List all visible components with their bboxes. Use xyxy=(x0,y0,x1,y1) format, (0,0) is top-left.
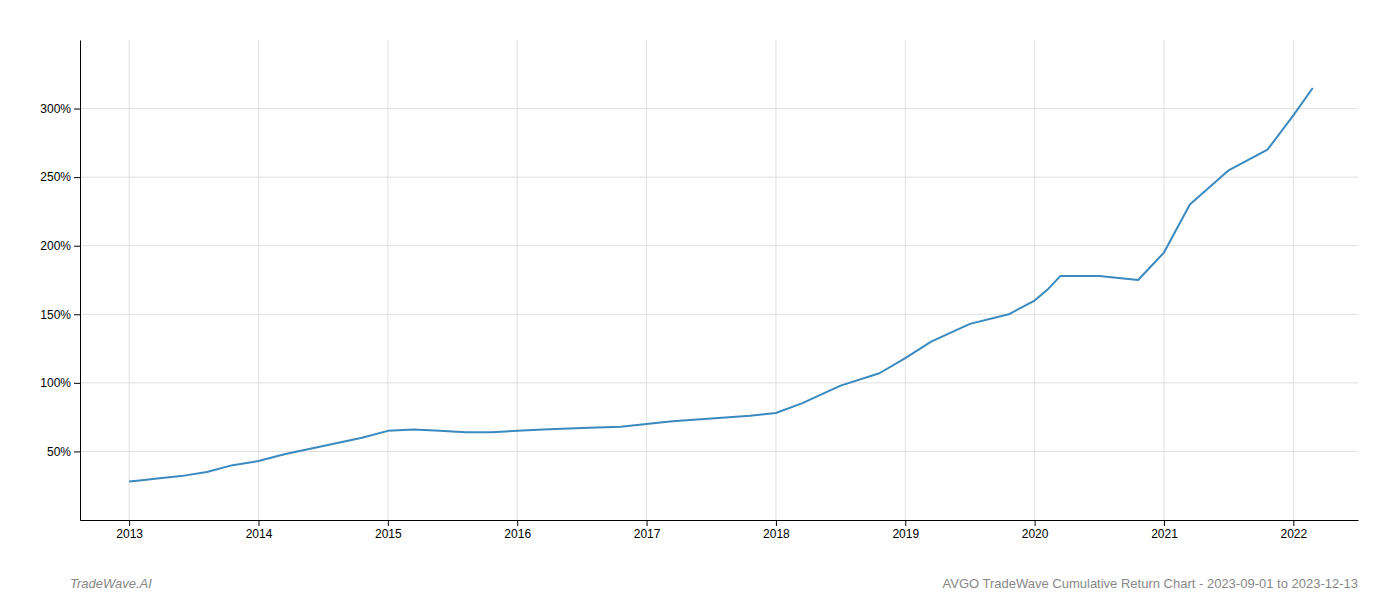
grid-line xyxy=(517,40,518,520)
footer-text: AVGO TradeWave Cumulative Return Chart -… xyxy=(943,576,1359,591)
y-tick-mark xyxy=(74,451,80,452)
y-tick-label: 100% xyxy=(40,376,71,390)
y-axis: 50% 100% 150% 200% 250% 300% xyxy=(40,41,80,521)
x-tick-label: 2016 xyxy=(504,527,531,541)
x-tick-mark xyxy=(129,520,130,526)
y-tick: 250% xyxy=(40,170,80,184)
x-tick: 2016 xyxy=(504,520,531,541)
grid-line xyxy=(80,245,1358,246)
x-tick-mark xyxy=(1293,520,1294,526)
x-tick: 2018 xyxy=(763,520,790,541)
grid-line xyxy=(80,382,1358,383)
grid-line xyxy=(80,451,1358,452)
x-tick: 2013 xyxy=(116,520,143,541)
x-tick-mark xyxy=(1035,520,1036,526)
y-tick: 200% xyxy=(40,239,80,253)
line xyxy=(129,88,1313,482)
grid-line xyxy=(1034,40,1035,520)
grid xyxy=(80,40,1358,520)
grid-line xyxy=(387,40,388,520)
chart: 2013 2014 2015 2016 2017 2018 2019 2020 2021 2022… xyxy=(0,0,1400,600)
y-tick-mark xyxy=(74,314,80,315)
x-tick: 2020 xyxy=(1022,520,1049,541)
grid-line xyxy=(80,177,1358,178)
x-tick-label: 2013 xyxy=(116,527,143,541)
x-tick-label: 2018 xyxy=(763,527,790,541)
x-tick: 2017 xyxy=(634,520,661,541)
x-tick-mark xyxy=(517,520,518,526)
y-tick-label: 250% xyxy=(40,170,71,184)
x-tick-label: 2021 xyxy=(1151,527,1178,541)
x-tick-label: 2015 xyxy=(375,527,402,541)
y-tick: 100% xyxy=(40,376,80,390)
grid-line xyxy=(1163,40,1164,520)
x-tick-mark xyxy=(1164,520,1165,526)
grid-line xyxy=(1293,40,1294,520)
x-tick-label: 2020 xyxy=(1022,527,1049,541)
x-tick-label: 2022 xyxy=(1280,527,1307,541)
x-tick: 2015 xyxy=(375,520,402,541)
y-tick: 300% xyxy=(40,102,80,116)
grid-line xyxy=(80,314,1358,315)
x-tick: 2022 xyxy=(1280,520,1307,541)
x-tick: 2021 xyxy=(1151,520,1178,541)
grid-line xyxy=(80,108,1358,109)
grid-line xyxy=(775,40,776,520)
x-tick-label: 2019 xyxy=(892,527,919,541)
footer: TradeWave.AI AVGO TradeWave Cumulative Re… xyxy=(70,576,1358,591)
footer-text: TradeWave.AI xyxy=(70,576,152,591)
y-tick-label: 50% xyxy=(47,445,71,459)
plot-area xyxy=(129,88,1313,482)
y-tick-mark xyxy=(74,109,80,110)
x-tick: 2014 xyxy=(246,520,273,541)
x-tick-mark xyxy=(259,520,260,526)
x-tick-label: 2014 xyxy=(246,527,273,541)
x-tick-mark xyxy=(388,520,389,526)
x-tick-mark xyxy=(647,520,648,526)
grid-line xyxy=(129,40,130,520)
x-tick-mark xyxy=(905,520,906,526)
x-tick-mark xyxy=(776,520,777,526)
y-tick-label: 300% xyxy=(40,102,71,116)
grid-line xyxy=(258,40,259,520)
y-tick: 150% xyxy=(40,308,80,322)
x-axis-line xyxy=(81,520,1359,521)
grid-line xyxy=(905,40,906,520)
grid-line xyxy=(646,40,647,520)
x-axis: 2013 2014 2015 2016 2017 2018 2019 2020 2021 2022 xyxy=(81,520,1359,541)
y-tick-label: 200% xyxy=(40,239,71,253)
y-tick: 50% xyxy=(47,445,80,459)
y-tick-mark xyxy=(74,177,80,178)
y-tick-mark xyxy=(74,246,80,247)
y-tick-mark xyxy=(74,383,80,384)
x-tick: 2019 xyxy=(892,520,919,541)
y-axis-line xyxy=(80,41,81,521)
y-tick-label: 150% xyxy=(40,308,71,322)
x-tick-label: 2017 xyxy=(634,527,661,541)
